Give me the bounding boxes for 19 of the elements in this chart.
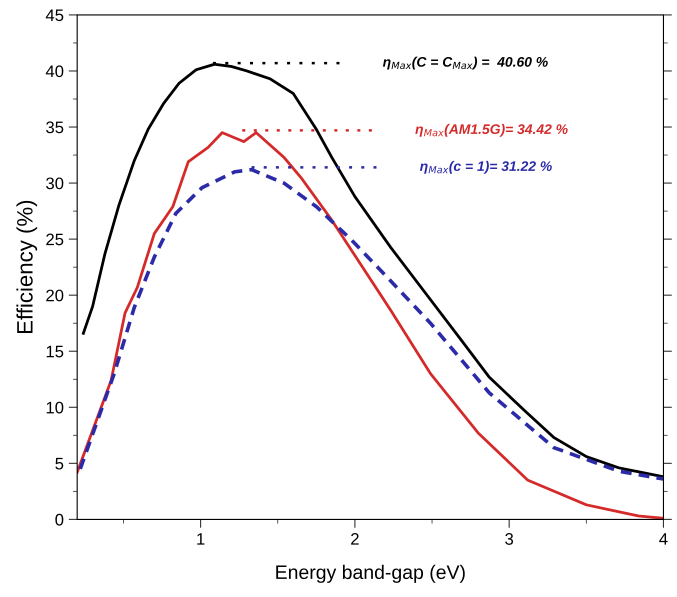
y-axis-title: Efficiency (%) [16, 200, 38, 334]
x-tick-label: 1 [197, 533, 204, 545]
annotation: η$_{Max}$(AM1.5G)= 34.42 % [415, 124, 568, 137]
y-tick-label: 25 [46, 234, 64, 246]
y-tick-label: 40 [46, 65, 64, 78]
y-tick-label: 15 [46, 346, 64, 358]
y-tick-label: 45 [46, 10, 64, 22]
annotation: η$_{Max}$(C = C$_{Max}$) = 40.60 % [382, 56, 548, 70]
y-tick-label: 10 [46, 402, 64, 414]
y-tick-label: 30 [46, 177, 64, 190]
y-tick-label: 35 [46, 121, 64, 134]
x-axis-title: Energy band-gap (eV) [276, 564, 465, 583]
annotation: η$_{Max}$(c = 1)= 31.22 % [420, 160, 552, 174]
y-tick-label: 0 [55, 514, 64, 526]
y-tick-label: 5 [55, 458, 64, 470]
y-tick-label: 20 [46, 290, 64, 302]
x-tick-label: 3 [505, 533, 514, 545]
x-tick-label: 2 [351, 533, 359, 545]
x-tick-label: 4 [659, 533, 668, 545]
